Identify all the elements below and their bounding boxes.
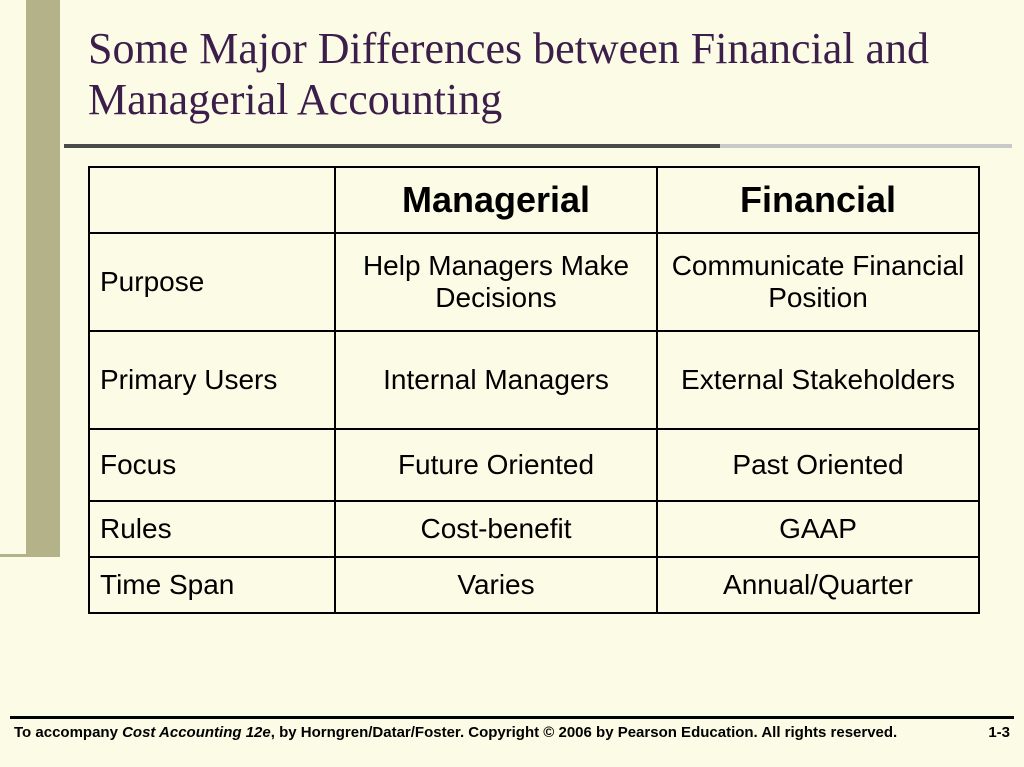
row-label: Time Span xyxy=(89,557,335,613)
header-managerial: Managerial xyxy=(335,167,657,233)
footer: To accompany Cost Accounting 12e, by Hor… xyxy=(14,724,1010,741)
footer-italic: Cost Accounting 12e xyxy=(122,724,271,741)
left-accent-bar xyxy=(26,0,60,556)
cell-managerial: Future Oriented xyxy=(335,429,657,501)
footer-prefix: To accompany xyxy=(14,724,122,741)
row-label: Purpose xyxy=(89,233,335,331)
row-label: Focus xyxy=(89,429,335,501)
cell-managerial: Cost-benefit xyxy=(335,501,657,557)
row-label: Primary Users xyxy=(89,331,335,429)
cell-financial: Past Oriented xyxy=(657,429,979,501)
footer-suffix: , by Horngren/Datar/Foster. Copyright © … xyxy=(271,724,898,741)
slide-title: Some Major Differences between Financial… xyxy=(88,24,968,125)
comparison-table: Managerial Financial Purpose Help Manage… xyxy=(88,166,980,614)
header-financial: Financial xyxy=(657,167,979,233)
cell-financial: GAAP xyxy=(657,501,979,557)
cell-managerial: Internal Managers xyxy=(335,331,657,429)
table-row: Purpose Help Managers Make Decisions Com… xyxy=(89,233,979,331)
row-label: Rules xyxy=(89,501,335,557)
cell-managerial: Help Managers Make Decisions xyxy=(335,233,657,331)
table-row: Time Span Varies Annual/Quarter xyxy=(89,557,979,613)
table-row: Focus Future Oriented Past Oriented xyxy=(89,429,979,501)
footer-rule xyxy=(10,716,1014,719)
cell-financial: Communicate Financial Position xyxy=(657,233,979,331)
table-row: Primary Users Internal Managers External… xyxy=(89,331,979,429)
cell-financial: External Stakeholders xyxy=(657,331,979,429)
table-row: Rules Cost-benefit GAAP xyxy=(89,501,979,557)
title-rule-dark xyxy=(64,144,720,148)
slide: Some Major Differences between Financial… xyxy=(0,0,1024,767)
header-blank xyxy=(89,167,335,233)
table-header-row: Managerial Financial xyxy=(89,167,979,233)
left-accent-underline xyxy=(0,554,60,557)
cell-managerial: Varies xyxy=(335,557,657,613)
cell-financial: Annual/Quarter xyxy=(657,557,979,613)
footer-text: To accompany Cost Accounting 12e, by Hor… xyxy=(14,724,897,741)
footer-page-number: 1-3 xyxy=(988,724,1010,741)
title-rule-light xyxy=(720,144,1012,148)
